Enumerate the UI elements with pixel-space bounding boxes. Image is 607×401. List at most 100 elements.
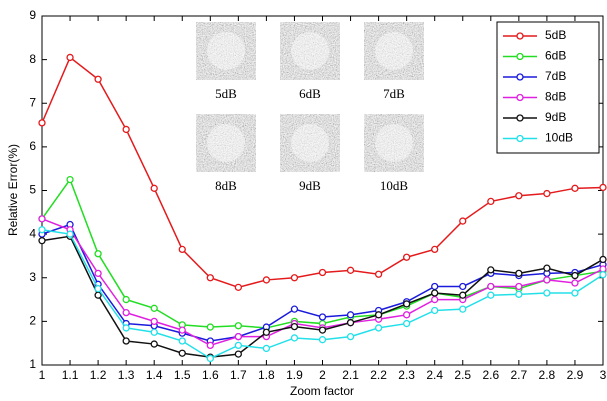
inset-image — [280, 114, 340, 172]
point — [460, 292, 466, 298]
point — [516, 270, 522, 276]
point — [67, 177, 73, 183]
point — [488, 267, 494, 273]
point — [179, 350, 185, 356]
image-disc — [375, 32, 413, 70]
x-tick-label: 1 — [39, 368, 46, 382]
image-disc — [291, 32, 329, 70]
legend-marker — [517, 136, 523, 142]
point — [404, 312, 410, 318]
point — [348, 334, 354, 340]
image-label: 6dB — [299, 86, 321, 101]
x-tick-label: 2.9 — [567, 368, 584, 382]
point — [263, 277, 269, 283]
legend-label: 6dB — [545, 49, 566, 63]
point — [572, 280, 578, 286]
point — [123, 338, 129, 344]
y-tick-label: 4 — [29, 226, 36, 240]
point — [432, 307, 438, 313]
point — [235, 323, 241, 329]
y-tick-label: 7 — [29, 95, 36, 109]
image-label: 9dB — [299, 178, 321, 193]
inset-image — [196, 114, 256, 172]
point — [516, 291, 522, 297]
point — [348, 320, 354, 326]
x-axis-label: Zoom factor — [290, 384, 354, 398]
image-disc — [291, 124, 329, 162]
point — [488, 198, 494, 204]
chart: Zoom factor Relative Error(%) 1234567891… — [0, 0, 607, 401]
point — [460, 306, 466, 312]
point — [207, 342, 213, 348]
x-tick-label: 2.2 — [370, 368, 387, 382]
x-tick-label: 1.2 — [90, 368, 107, 382]
point — [291, 275, 297, 281]
x-tick-label: 2.8 — [539, 368, 556, 382]
x-tick-label: 1.7 — [230, 368, 247, 382]
y-tick-label: 1 — [29, 357, 36, 371]
point — [376, 312, 382, 318]
point — [432, 297, 438, 303]
x-tick-label: 1.5 — [174, 368, 191, 382]
x-tick-label: 2.7 — [511, 368, 528, 382]
x-tick-label: 2.3 — [398, 368, 415, 382]
point — [488, 283, 494, 289]
point — [572, 290, 578, 296]
legend-marker — [517, 95, 523, 101]
point — [432, 283, 438, 289]
x-tick-label: 2 — [319, 368, 326, 382]
point — [600, 184, 606, 190]
point — [207, 324, 213, 330]
x-tick-label: 2.6 — [482, 368, 499, 382]
point — [544, 277, 550, 283]
point — [235, 342, 241, 348]
point — [544, 191, 550, 197]
point — [516, 283, 522, 289]
point — [39, 227, 45, 233]
image-label: 10dB — [380, 178, 409, 193]
point — [67, 54, 73, 60]
point — [207, 275, 213, 281]
y-tick-label: 6 — [29, 139, 36, 153]
point — [460, 283, 466, 289]
point — [123, 126, 129, 132]
x-tick-label: 1.8 — [258, 368, 275, 382]
point — [179, 327, 185, 333]
point — [572, 185, 578, 191]
x-tick-label: 1.6 — [202, 368, 219, 382]
point — [516, 193, 522, 199]
point — [320, 337, 326, 343]
point — [263, 345, 269, 351]
legend-marker — [517, 33, 523, 39]
legend-label: 10dB — [545, 131, 573, 145]
point — [600, 256, 606, 262]
point — [179, 338, 185, 344]
inset-image — [364, 114, 424, 172]
image-disc — [207, 32, 245, 70]
point — [320, 327, 326, 333]
y-tick-label: 9 — [29, 8, 36, 22]
point — [600, 272, 606, 278]
point — [67, 231, 73, 237]
x-tick-label: 2.1 — [342, 368, 359, 382]
y-tick-label: 3 — [29, 270, 36, 284]
point — [123, 310, 129, 316]
inset-image — [196, 22, 256, 80]
point — [151, 185, 157, 191]
image-label: 7dB — [383, 86, 405, 101]
point — [320, 270, 326, 276]
point — [544, 290, 550, 296]
point — [39, 216, 45, 222]
legend-marker — [517, 54, 523, 60]
legend-label: 7dB — [545, 69, 566, 83]
point — [95, 292, 101, 298]
legend-label: 5dB — [545, 28, 566, 42]
image-disc — [207, 124, 245, 162]
point — [404, 254, 410, 260]
x-tick-label: 2.5 — [454, 368, 471, 382]
point — [376, 325, 382, 331]
point — [348, 267, 354, 273]
y-axis-label: Relative Error(%) — [6, 144, 20, 236]
point — [404, 321, 410, 327]
point — [432, 246, 438, 252]
